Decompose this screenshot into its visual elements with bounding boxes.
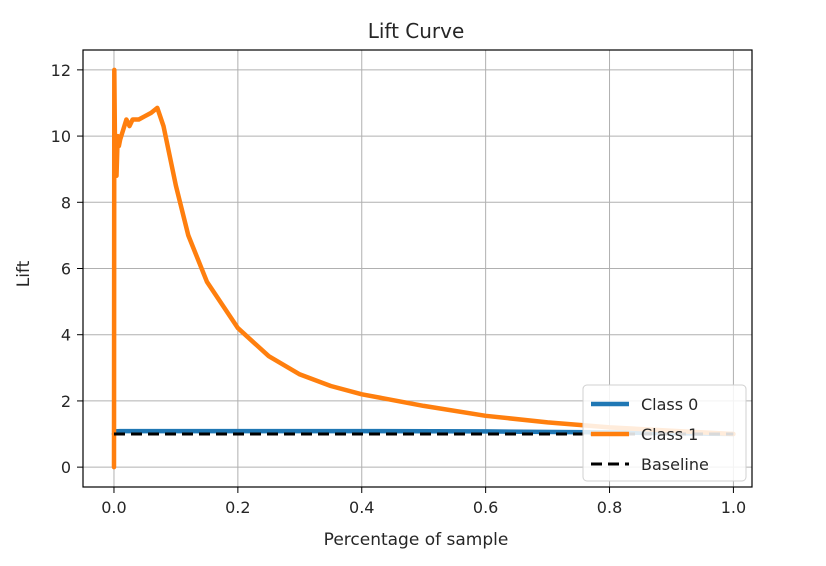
- chart-title: Lift Curve: [368, 19, 465, 43]
- y-tick-label: 0: [61, 458, 71, 477]
- legend-label: Class 1: [641, 425, 698, 444]
- x-tick-label: 0.4: [349, 498, 374, 517]
- x-axis-title: Percentage of sample: [324, 530, 509, 550]
- y-axis-title: Lift: [14, 260, 34, 287]
- y-tick-label: 12: [51, 61, 71, 80]
- x-tick-label: 0.6: [473, 498, 498, 517]
- legend: Class 0 Class 1 Baseline: [582, 384, 747, 482]
- legend-label: Class 0: [641, 395, 698, 414]
- ticks: 0.0 0.2 0.4 0.6 0.8 1.0 0 2 4 6 8 10 12: [51, 61, 747, 517]
- legend-box: [582, 384, 747, 482]
- x-tick-label: 0.0: [101, 498, 126, 517]
- x-tick-label: 0.2: [225, 498, 250, 517]
- x-tick-label: 1.0: [721, 498, 746, 517]
- y-tick-label: 2: [61, 392, 71, 411]
- y-tick-label: 10: [51, 127, 71, 146]
- x-tick-label: 0.8: [597, 498, 622, 517]
- legend-label: Baseline: [641, 455, 709, 474]
- series-line-class-0: [111, 428, 736, 437]
- series-line-class-1: [111, 67, 736, 470]
- y-tick-label: 8: [61, 193, 71, 212]
- grid: [83, 50, 752, 487]
- y-tick-label: 6: [61, 260, 71, 279]
- y-tick-label: 4: [61, 326, 71, 345]
